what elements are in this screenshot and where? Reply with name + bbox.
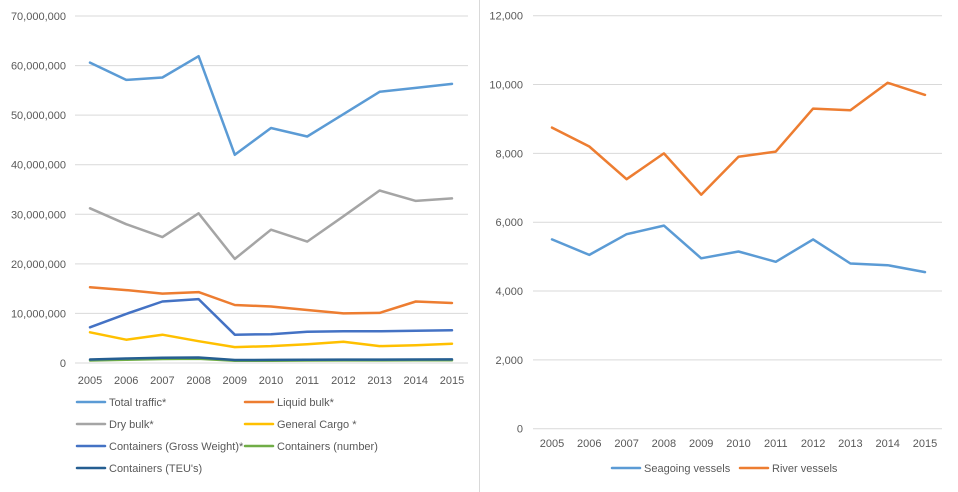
x-axis-tick-label: 2006 [114, 375, 138, 387]
series-line-containers-teu-s [88, 356, 454, 362]
series-line-general-cargo [88, 331, 454, 349]
y-axis-tick-label: 4,000 [495, 286, 523, 298]
y-axis-tick-label: 20,000,000 [11, 259, 66, 271]
legend-label: Containers (number) [277, 441, 378, 453]
legend-label: Containers (TEU's) [109, 463, 202, 475]
x-axis-tick-label: 2013 [367, 375, 391, 387]
legend-label: Dry bulk* [109, 419, 154, 431]
series-line-containers-gross-weight [88, 297, 454, 336]
legend-label: General Cargo * [277, 419, 357, 431]
x-axis-tick-label: 2008 [652, 438, 676, 450]
y-axis-tick-label: 0 [60, 358, 66, 370]
x-axis-tick-label: 2015 [913, 438, 937, 450]
y-axis-tick-label: 70,000,000 [11, 11, 66, 23]
x-axis-tick-label: 2006 [577, 438, 601, 450]
cargo-traffic-line-chart: 0 10,000,000 20,000,000 30,000,000 40,000,00… [11, 11, 468, 475]
y-axis-tick-label: 12,000 [489, 11, 523, 23]
x-axis-tick-label: 2010 [259, 375, 283, 387]
y-axis-tick-label: 6,000 [495, 217, 523, 229]
y-axis-tick-label: 40,000,000 [11, 160, 66, 172]
y-axis-tick-label: 10,000 [489, 80, 523, 92]
y-axis-tick-label: 2,000 [495, 355, 523, 367]
legend-label: Liquid bulk* [277, 397, 335, 409]
series-line-liquid-bulk [88, 285, 454, 315]
charts-divider [479, 0, 480, 492]
x-axis-tick-label: 2005 [78, 375, 102, 387]
legend-label: Total traffic* [109, 397, 167, 409]
x-axis-tick-label: 2008 [186, 375, 210, 387]
series-line-river-vessels [550, 81, 927, 196]
legend-label: River vessels [772, 463, 838, 475]
y-axis-tick-label: 50,000,000 [11, 110, 66, 122]
x-axis-tick-label: 2007 [150, 375, 174, 387]
y-axis-tick-label: 8,000 [495, 148, 523, 160]
y-axis-tick-label: 30,000,000 [11, 209, 66, 221]
x-axis-tick-label: 2011 [764, 438, 788, 450]
y-axis-tick-label: 0 [517, 424, 523, 436]
y-axis-tick-label: 60,000,000 [11, 61, 66, 73]
x-axis-tick-label: 2012 [331, 375, 355, 387]
x-axis-tick-label: 2011 [295, 375, 319, 387]
series-line-dry-bulk [88, 189, 454, 261]
x-axis-tick-label: 2012 [801, 438, 825, 450]
vessels-line-chart: 0 2,000 4,000 6,000 8,000 10,000 12,000 2005 200… [489, 11, 942, 475]
x-axis-tick-label: 2005 [540, 438, 564, 450]
x-axis-tick-label: 2014 [404, 375, 428, 387]
y-axis-tick-label: 10,000,000 [11, 308, 66, 320]
series-line-total-traffic [88, 54, 454, 157]
x-axis-tick-label: 2014 [875, 438, 899, 450]
x-axis-tick-label: 2009 [689, 438, 713, 450]
series-line-seagoing-vessels [550, 224, 927, 274]
x-axis-tick-label: 2007 [614, 438, 638, 450]
x-axis-tick-label: 2015 [440, 375, 464, 387]
legend-label: Seagoing vessels [644, 463, 731, 475]
legend-label: Containers (Gross Weight)* [109, 441, 244, 453]
x-axis-tick-label: 2009 [223, 375, 247, 387]
x-axis-tick-label: 2013 [838, 438, 862, 450]
x-axis-tick-label: 2010 [726, 438, 750, 450]
